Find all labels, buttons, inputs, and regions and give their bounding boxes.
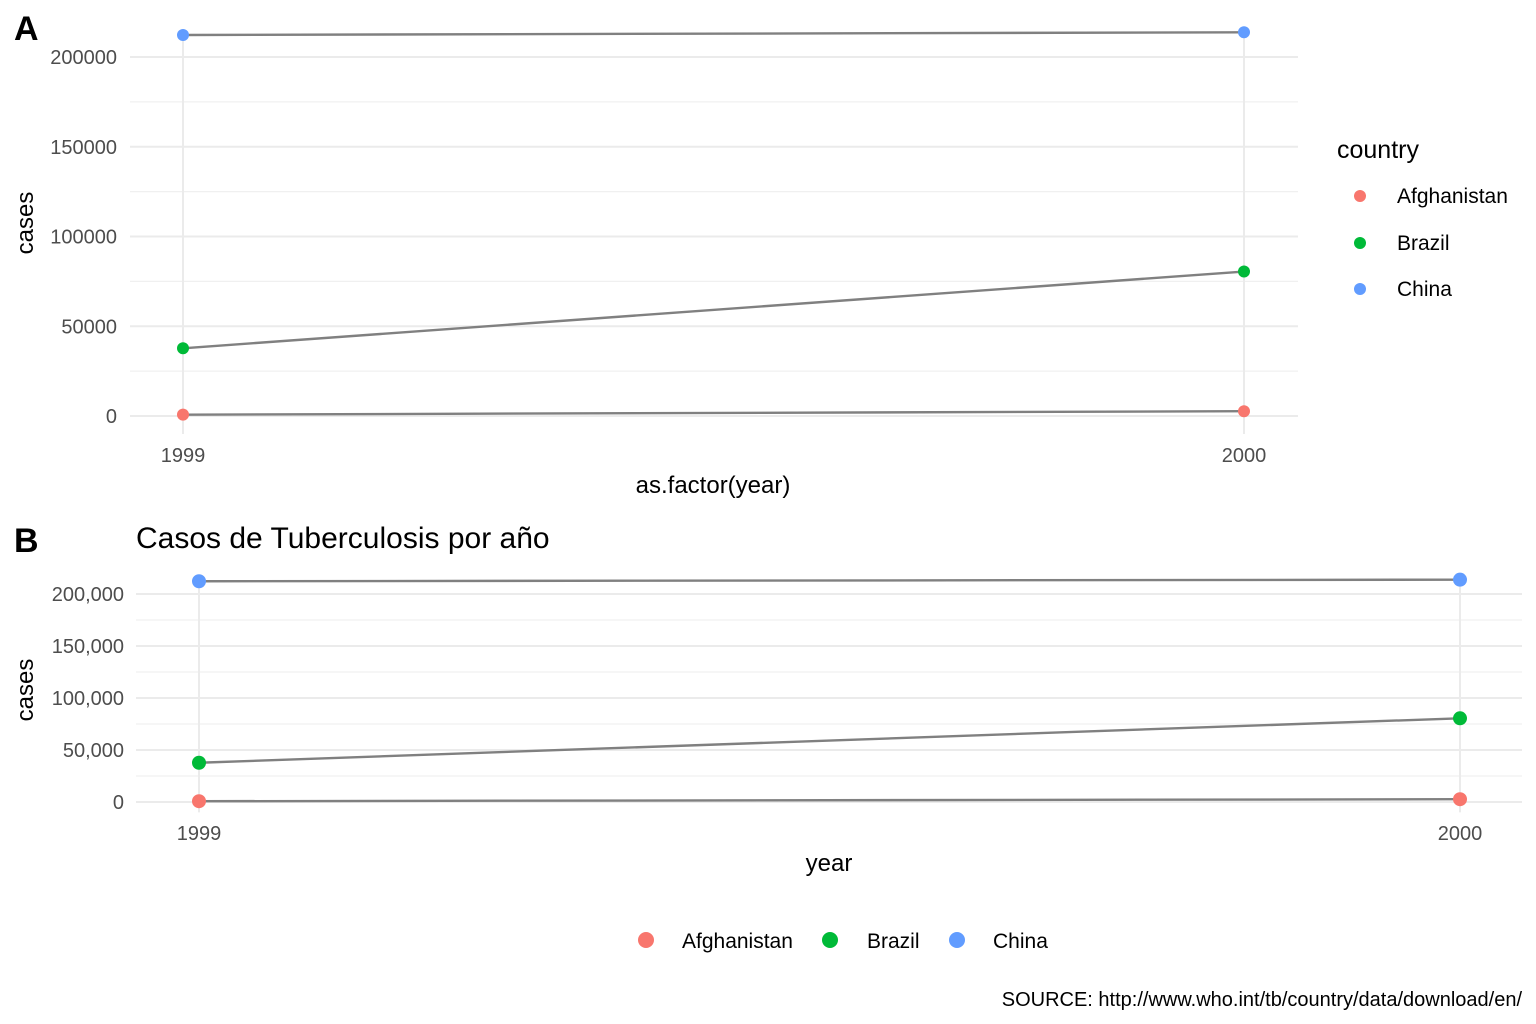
legend-label-afghanistan: Afghanistan — [1397, 185, 1508, 208]
bottom-legend-key-brazil — [822, 932, 838, 948]
point-afghanistan-2000 — [1453, 792, 1467, 807]
point-afghanistan-1999 — [192, 794, 206, 809]
panel-a-x-axis-title: as.factor(year) — [636, 472, 791, 499]
legend-key-china — [1354, 283, 1366, 295]
panel-b-y-axis-title: cases — [12, 659, 39, 722]
point-afghanistan-1999 — [177, 408, 189, 421]
y-tick-label: 150,000 — [52, 636, 124, 658]
panel-a-points — [177, 26, 1250, 421]
x-tick-label: 2000 — [1222, 445, 1267, 467]
panel-b-x-tick-labels: 1999 2000 — [177, 823, 1483, 845]
legend-label-brazil: Brazil — [1397, 232, 1450, 255]
point-afghanistan-2000 — [1238, 405, 1250, 418]
panel-b-series-lines — [198, 578, 1461, 803]
legend-key-afghanistan — [1354, 190, 1366, 202]
y-tick-label: 50,000 — [63, 740, 124, 762]
panel-b-title: Casos de Tuberculosis por año — [136, 522, 550, 555]
point-china-1999 — [192, 574, 206, 589]
panel-a-y-tick-labels: 0 50000 100000 150000 200000 — [50, 47, 117, 428]
point-brazil-1999 — [192, 755, 206, 770]
bottom-legend-label-afghanistan: Afghanistan — [682, 930, 793, 953]
point-brazil-2000 — [1453, 711, 1467, 726]
point-brazil-2000 — [1238, 265, 1250, 278]
bottom-legend-key-afghanistan — [638, 932, 654, 948]
source-caption: SOURCE: http://www.who.int/tb/country/da… — [1002, 989, 1523, 1011]
panel-b-y-tick-labels: 0 50,000 100,000 150,000 200,000 — [52, 584, 124, 814]
series-line-brazil — [182, 270, 1245, 350]
panel-a-tag: A — [14, 10, 39, 48]
point-brazil-1999 — [177, 342, 189, 355]
series-line-afghanistan — [182, 410, 1245, 416]
y-tick-label: 200000 — [50, 47, 117, 69]
panel-a: 0 50000 100000 150000 200000 1999 2000 A as.f… — [12, 10, 1508, 499]
panel-b-legend: Afghanistan Brazil China — [638, 930, 1048, 953]
panel-b-x-axis-title: year — [806, 850, 853, 877]
y-tick-label: 50000 — [61, 316, 117, 338]
series-line-brazil — [198, 717, 1461, 764]
bottom-legend-key-china — [949, 932, 965, 948]
panel-a-legend: country Afghanistan Brazil China — [1337, 136, 1508, 301]
y-tick-label: 0 — [113, 792, 124, 814]
x-tick-label: 2000 — [1438, 823, 1483, 845]
legend-title: country — [1337, 136, 1419, 164]
y-tick-label: 0 — [106, 406, 117, 428]
point-china-2000 — [1238, 26, 1250, 39]
y-tick-label: 100,000 — [52, 688, 124, 710]
series-line-china — [182, 31, 1245, 37]
legend-label-china: China — [1397, 278, 1452, 301]
point-china-2000 — [1453, 572, 1467, 587]
panel-a-gridlines — [130, 30, 1298, 434]
point-china-1999 — [177, 28, 189, 41]
y-tick-label: 100000 — [50, 227, 117, 249]
panel-a-series-lines — [182, 31, 1245, 416]
y-tick-label: 150000 — [50, 137, 117, 159]
bottom-legend-label-china: China — [993, 930, 1048, 953]
series-line-afghanistan — [198, 798, 1461, 803]
x-tick-label: 1999 — [177, 823, 222, 845]
panel-a-x-tick-labels: 1999 2000 — [161, 445, 1267, 467]
x-tick-label: 1999 — [161, 445, 206, 467]
panel-b-points — [192, 572, 1467, 809]
bottom-legend-label-brazil: Brazil — [867, 930, 920, 953]
panel-a-y-axis-title: cases — [12, 192, 39, 255]
panel-b-tag: B — [14, 522, 39, 560]
series-line-china — [198, 578, 1461, 583]
y-tick-label: 200,000 — [52, 584, 124, 606]
legend-key-brazil — [1354, 237, 1366, 249]
panel-b-gridlines — [136, 578, 1522, 813]
